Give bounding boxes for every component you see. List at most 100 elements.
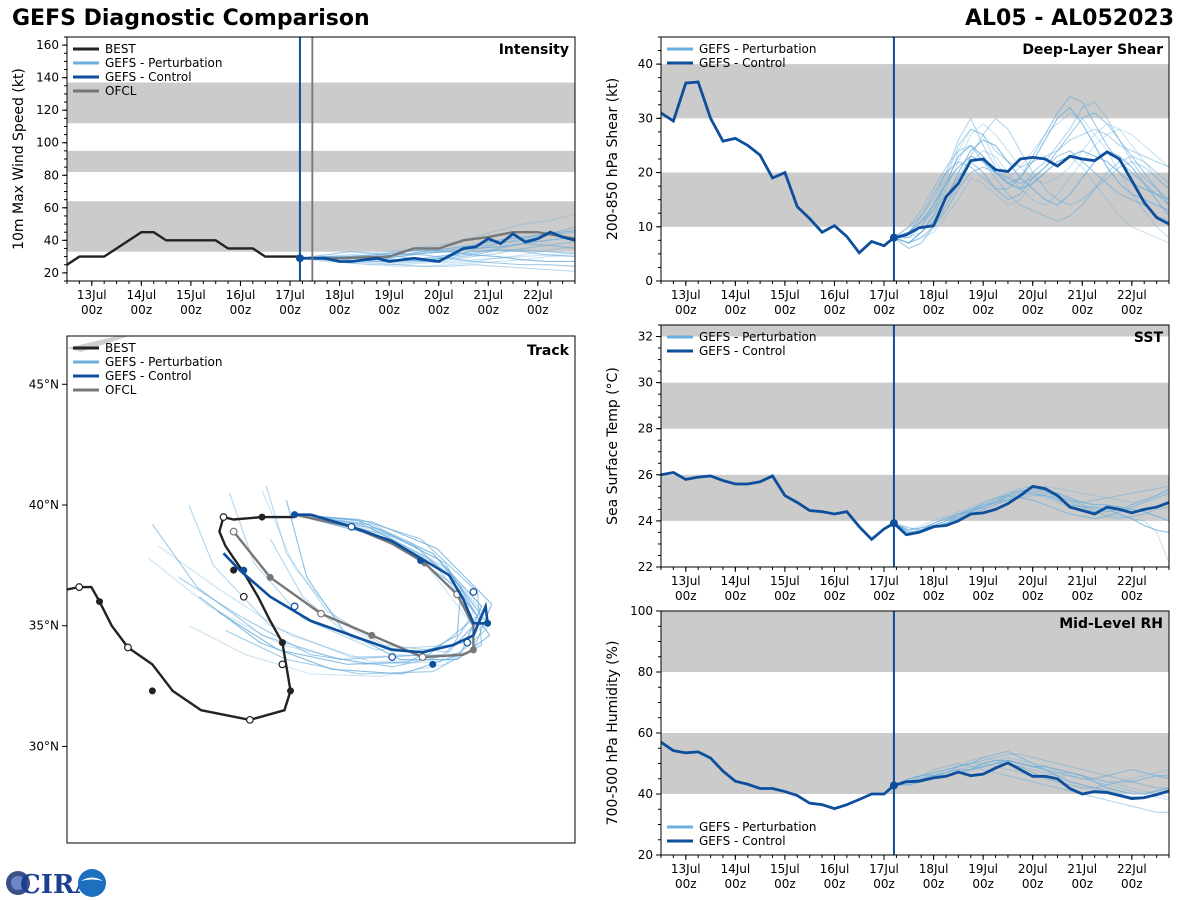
legend-label-control: GEFS - Control: [699, 56, 786, 70]
figure-title: GEFS Diagnostic Comparison: [12, 6, 370, 31]
x-tick-hour: 00z: [972, 303, 994, 317]
perturbation-track-line: [178, 514, 483, 668]
x-tick-date: 15Jul: [770, 862, 800, 876]
perturbation-member-line: [893, 112, 1169, 244]
x-tick-hour: 00z: [378, 303, 400, 317]
x-tick-hour: 00z: [923, 303, 945, 317]
y-tick-label: 40: [44, 233, 59, 247]
y-tick-label: 0: [645, 274, 653, 288]
threshold-band: [661, 611, 1169, 672]
x-tick-hour: 00z: [873, 589, 895, 603]
legend-label-control: GEFS - Control: [105, 369, 192, 383]
x-tick-hour: 00z: [230, 303, 252, 317]
panel-title: Deep-Layer Shear: [1022, 42, 1163, 58]
x-tick-hour: 00z: [774, 303, 796, 317]
y-tick-label: 100: [630, 604, 653, 618]
x-tick-date: 18Jul: [919, 574, 949, 588]
legend-label-control: GEFS - Control: [699, 834, 786, 848]
x-tick-date: 21Jul: [473, 288, 503, 302]
x-tick-date: 13Jul: [77, 288, 107, 302]
intensity-plot-area: [67, 82, 575, 272]
x-tick-hour: 00z: [428, 303, 450, 317]
x-tick-hour: 00z: [824, 589, 846, 603]
threshold-band: [661, 382, 1169, 429]
threshold-band: [67, 150, 575, 173]
y-tick-label: 140: [36, 71, 59, 85]
y-tick-label: 30: [638, 376, 653, 390]
x-tick-date: 20Jul: [1018, 574, 1048, 588]
x-tick-hour: 00z: [180, 303, 202, 317]
control-track-point-12z: [290, 602, 299, 611]
x-tick-date: 18Jul: [325, 288, 355, 302]
x-tick-hour: 00z: [873, 303, 895, 317]
x-tick-date: 17Jul: [275, 288, 305, 302]
threshold-band: [661, 325, 1169, 337]
legend-label-perturbation: GEFS - Perturbation: [699, 330, 816, 344]
y-tick-label: 80: [638, 665, 653, 679]
y-tick-label: 40: [638, 787, 653, 801]
x-tick-date: 22Jul: [523, 288, 553, 302]
control-track-point-12z: [469, 588, 478, 596]
x-tick-hour: 00z: [873, 877, 895, 891]
legend-label-control: GEFS - Control: [105, 70, 192, 84]
y-axis-label: 200-850 hPa Shear (kt): [605, 78, 621, 240]
best-track-point-12z: [219, 513, 228, 521]
legend-label-perturbation: GEFS - Perturbation: [105, 56, 222, 70]
x-tick-hour: 00z: [1022, 303, 1044, 317]
x-tick-date: 19Jul: [374, 288, 404, 302]
x-tick-hour: 00z: [774, 877, 796, 891]
map-background: [67, 336, 575, 843]
control-track-point-12z: [347, 522, 356, 531]
x-tick-date: 19Jul: [968, 574, 998, 588]
rh-plot-area: [661, 611, 1169, 813]
best-track-point-12z: [124, 643, 132, 652]
perturbation-member-line: [299, 249, 575, 263]
x-tick-date: 22Jul: [1117, 574, 1147, 588]
control-line: [661, 471, 1169, 542]
x-tick-date: 16Jul: [820, 288, 850, 302]
x-tick-hour: 00z: [725, 877, 747, 891]
y-tick-label: 20: [638, 166, 653, 180]
init-point-marker: [889, 519, 898, 528]
y-tick-label: 20: [638, 848, 653, 862]
perturbation-member-line: [893, 112, 1169, 244]
init-point-marker: [889, 233, 898, 242]
x-tick-hour: 00z: [675, 877, 697, 891]
y-tick-label: 120: [36, 103, 59, 117]
x-tick-hour: 00z: [1022, 877, 1044, 891]
perturbation-member-line: [893, 756, 1169, 801]
x-tick-date: 21Jul: [1067, 288, 1097, 302]
y-tick-label: 160: [36, 38, 59, 52]
cira-logo: CIRA: [6, 869, 106, 900]
sst-panel: 22242628303213Jul00z14Jul00z15Jul00z16Ju…: [605, 324, 1170, 603]
y-tick-label: 80: [44, 168, 59, 182]
lat-tick-label: 45°N: [29, 377, 59, 391]
x-tick-hour: 00z: [824, 303, 846, 317]
x-tick-date: 17Jul: [869, 288, 899, 302]
x-tick-hour: 00z: [1121, 589, 1143, 603]
perturbation-track-line: [265, 485, 485, 653]
control-track-line: [222, 513, 490, 654]
best-track-line: [67, 230, 300, 266]
perturbation-member-line: [893, 753, 1169, 789]
logo-globe-inner: [11, 876, 25, 890]
logo-badge-icon: [78, 869, 106, 897]
perturbation-member-line: [299, 213, 575, 259]
x-tick-hour: 00z: [774, 589, 796, 603]
y-tick-label: 20: [44, 266, 59, 280]
control-track-point-00z: [291, 511, 299, 519]
sst-frame: [660, 324, 1170, 568]
best-track-point-00z: [230, 566, 238, 574]
y-tick-label: 32: [638, 330, 653, 344]
best-track-point-12z: [239, 592, 248, 601]
perturbation-member-line: [893, 128, 1169, 239]
x-tick-hour: 00z: [527, 303, 549, 317]
perturbation-track-line: [225, 514, 483, 675]
y-tick-label: 24: [638, 514, 653, 528]
best-track-point-00z: [258, 513, 266, 521]
y-tick-label: 28: [638, 422, 653, 436]
best-track-point-00z: [278, 639, 286, 647]
x-tick-date: 17Jul: [869, 574, 899, 588]
